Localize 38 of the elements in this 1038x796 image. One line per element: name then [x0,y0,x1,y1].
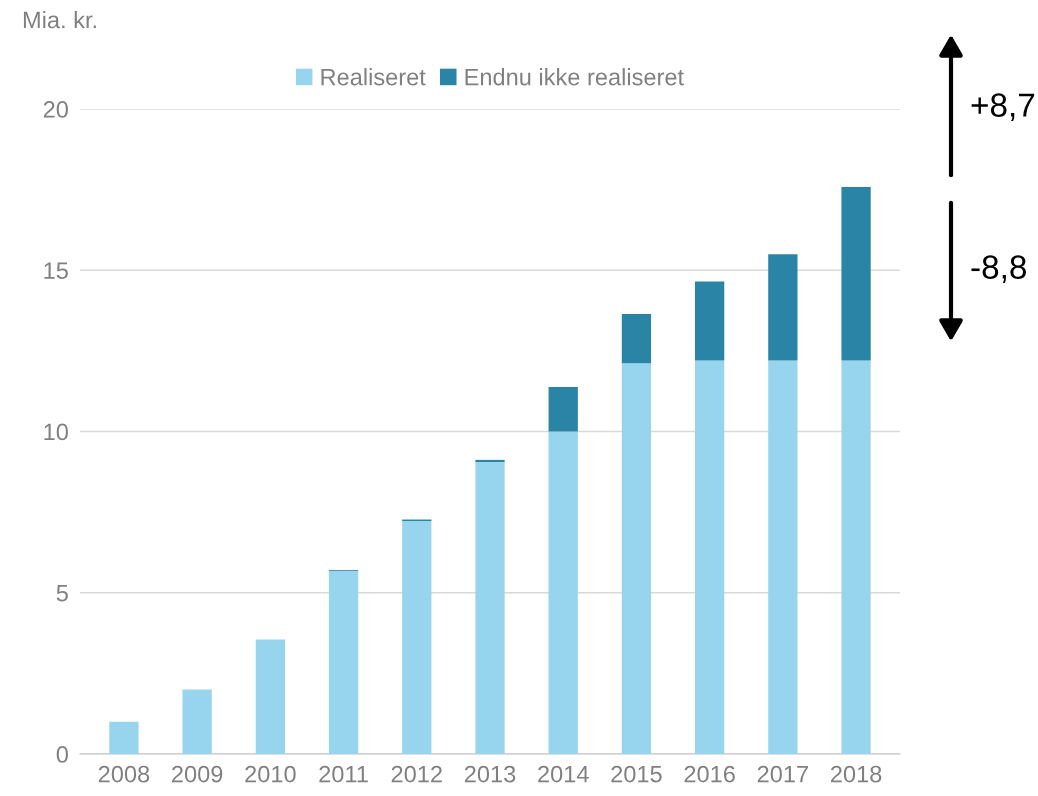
bar [768,254,798,361]
y-tick-label: 20 [43,101,68,118]
y-tick-label: 15 [44,262,68,280]
x-tick-label: 2012 [391,765,442,783]
y-tick-label: 10 [44,423,68,441]
bar [695,360,725,754]
x-tick-label: 2014 [538,765,589,783]
bar [548,431,578,754]
bar [768,360,798,754]
bar [475,462,505,754]
y-tick-label: 5 [56,585,68,602]
y-axis-title: Mia. kr. [23,11,96,29]
bar [475,459,505,463]
bar [695,281,725,361]
text: -8,8 [971,255,1026,283]
bar [841,187,871,361]
bar [548,387,578,432]
bar [621,314,652,364]
x-tick-label: 2018 [831,765,882,783]
legend-label: Realiseret [321,68,426,86]
bar [182,689,212,754]
x-tick-label: 2010 [245,765,296,783]
x-tick-label: 2015 [611,765,662,783]
bar [109,721,139,754]
text: +8,7 [971,93,1035,121]
bar [621,363,652,754]
y-tick-label: 0 [56,746,68,763]
bar [328,571,359,754]
x-tick-label: 2017 [757,765,808,783]
x-tick-label: 2008 [98,765,150,783]
x-tick-label: 2009 [172,765,223,783]
x-tick-label: 2013 [464,765,516,783]
bar [402,521,432,754]
legend-label: Endnu ikke realiseret [465,68,684,86]
bar [255,639,285,754]
bar [841,360,871,754]
x-tick-label: 2016 [684,765,735,783]
x-tick-label: 2011 [319,765,368,783]
